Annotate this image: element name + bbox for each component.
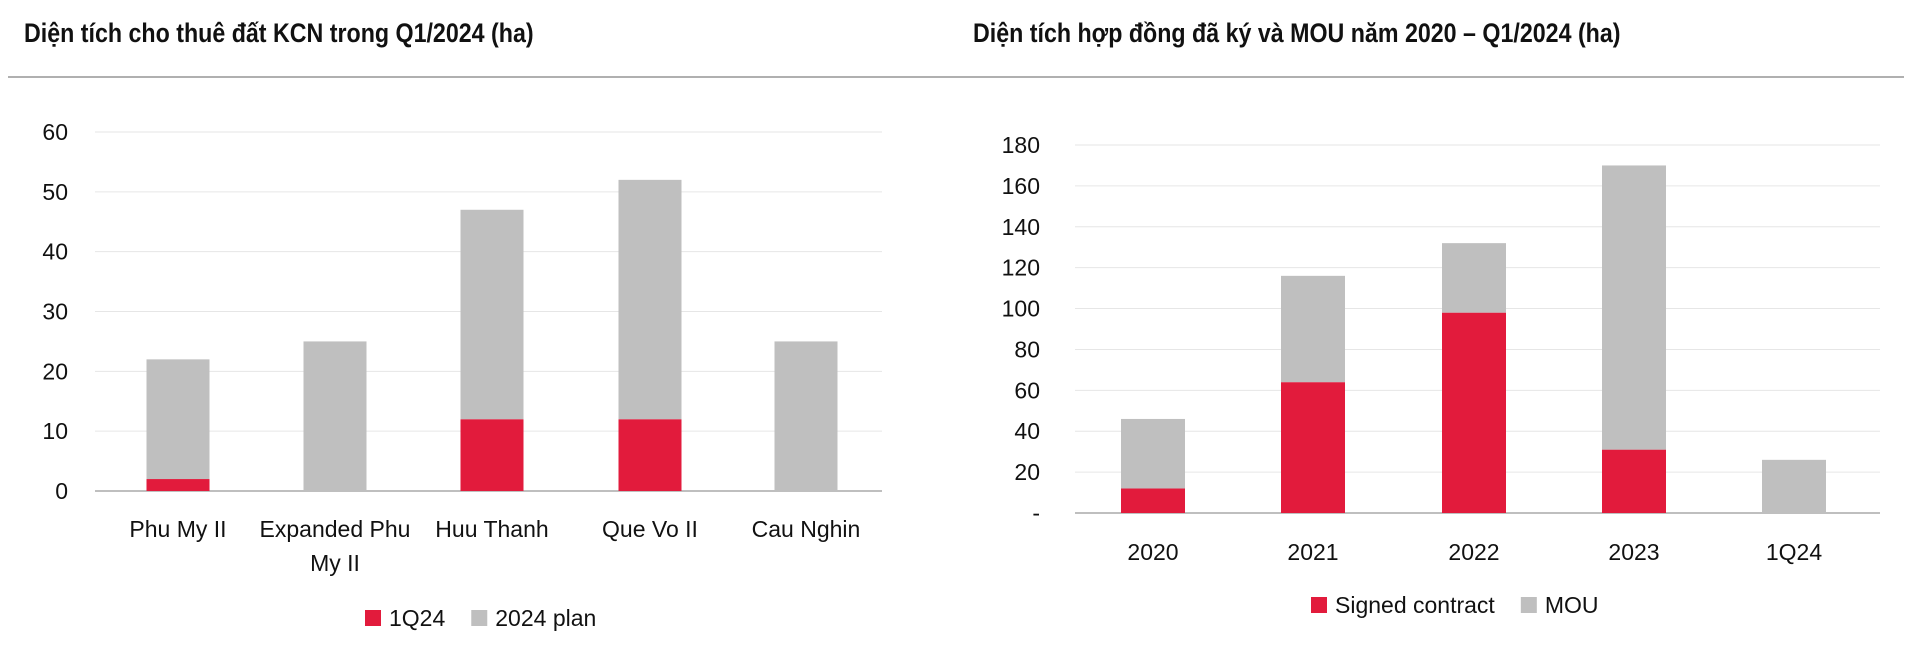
x-category-label: Expanded Phu — [260, 516, 411, 542]
bar-1q24 — [460, 419, 524, 491]
y-tick-label: 60 — [1014, 377, 1040, 403]
y-tick-label: 140 — [1002, 214, 1040, 240]
legend-swatch — [471, 610, 488, 626]
bar-2024-plan — [303, 341, 367, 491]
y-tick-label: 20 — [42, 358, 68, 384]
bar-mou — [1602, 165, 1666, 450]
chart-title-left: Diện tích cho thuê đất KCN trong Q1/2024… — [24, 18, 534, 48]
bar-signed-contract — [1602, 449, 1666, 513]
legend-label: Signed contract — [1335, 592, 1495, 618]
x-category-label: My II — [310, 550, 360, 576]
y-tick-label: 40 — [42, 239, 68, 265]
chart-title-right: Diện tích hợp đồng đã ký và MOU năm 2020… — [973, 18, 1621, 48]
bar-2024-plan — [618, 179, 682, 420]
legend-label: 2024 plan — [495, 605, 596, 631]
bar-2024-plan — [460, 209, 524, 420]
y-tick-label: 80 — [1014, 336, 1040, 362]
y-tick-label: 120 — [1002, 255, 1040, 281]
legend-label: 1Q24 — [389, 605, 445, 631]
x-category-label: 2020 — [1127, 539, 1178, 565]
x-category-label: 2022 — [1448, 539, 1499, 565]
bar-mou — [1442, 243, 1506, 313]
legend-swatch — [1311, 597, 1327, 613]
y-tick-label: 30 — [42, 299, 68, 325]
y-tick-label: 40 — [1014, 418, 1040, 444]
bar-signed-contract — [1442, 312, 1506, 513]
legend-swatch — [1520, 597, 1537, 613]
x-category-label: Phu My II — [129, 516, 226, 542]
bar-signed-contract — [1121, 488, 1185, 513]
y-tick-label: 60 — [42, 119, 68, 145]
x-category-label: Cau Nghin — [752, 516, 861, 542]
y-tick-label: 20 — [1014, 459, 1040, 485]
bar-1q24 — [146, 479, 210, 491]
legend-label: MOU — [1545, 592, 1599, 618]
y-tick-label: 10 — [42, 418, 68, 444]
x-category-label: 2021 — [1287, 539, 1338, 565]
y-tick-label: 160 — [1002, 173, 1040, 199]
bar-mou — [1281, 275, 1345, 383]
x-category-label: 1Q24 — [1766, 539, 1822, 565]
legend-swatch — [365, 610, 381, 626]
bar-2024-plan — [146, 359, 210, 480]
x-category-label: Que Vo II — [602, 516, 698, 542]
x-category-label: 2023 — [1608, 539, 1659, 565]
y-tick-label: 50 — [42, 179, 68, 205]
bar-mou — [1762, 459, 1826, 513]
bar-mou — [1121, 418, 1185, 489]
bar-2024-plan — [774, 341, 838, 491]
bar-1q24 — [618, 419, 682, 491]
bar-signed-contract — [1281, 382, 1345, 513]
y-tick-label: 0 — [55, 478, 68, 504]
y-tick-label: - — [1032, 500, 1040, 526]
y-tick-label: 180 — [1002, 132, 1040, 158]
y-tick-label: 100 — [1002, 296, 1040, 322]
title-divider — [8, 76, 1904, 78]
x-category-label: Huu Thanh — [435, 516, 548, 542]
